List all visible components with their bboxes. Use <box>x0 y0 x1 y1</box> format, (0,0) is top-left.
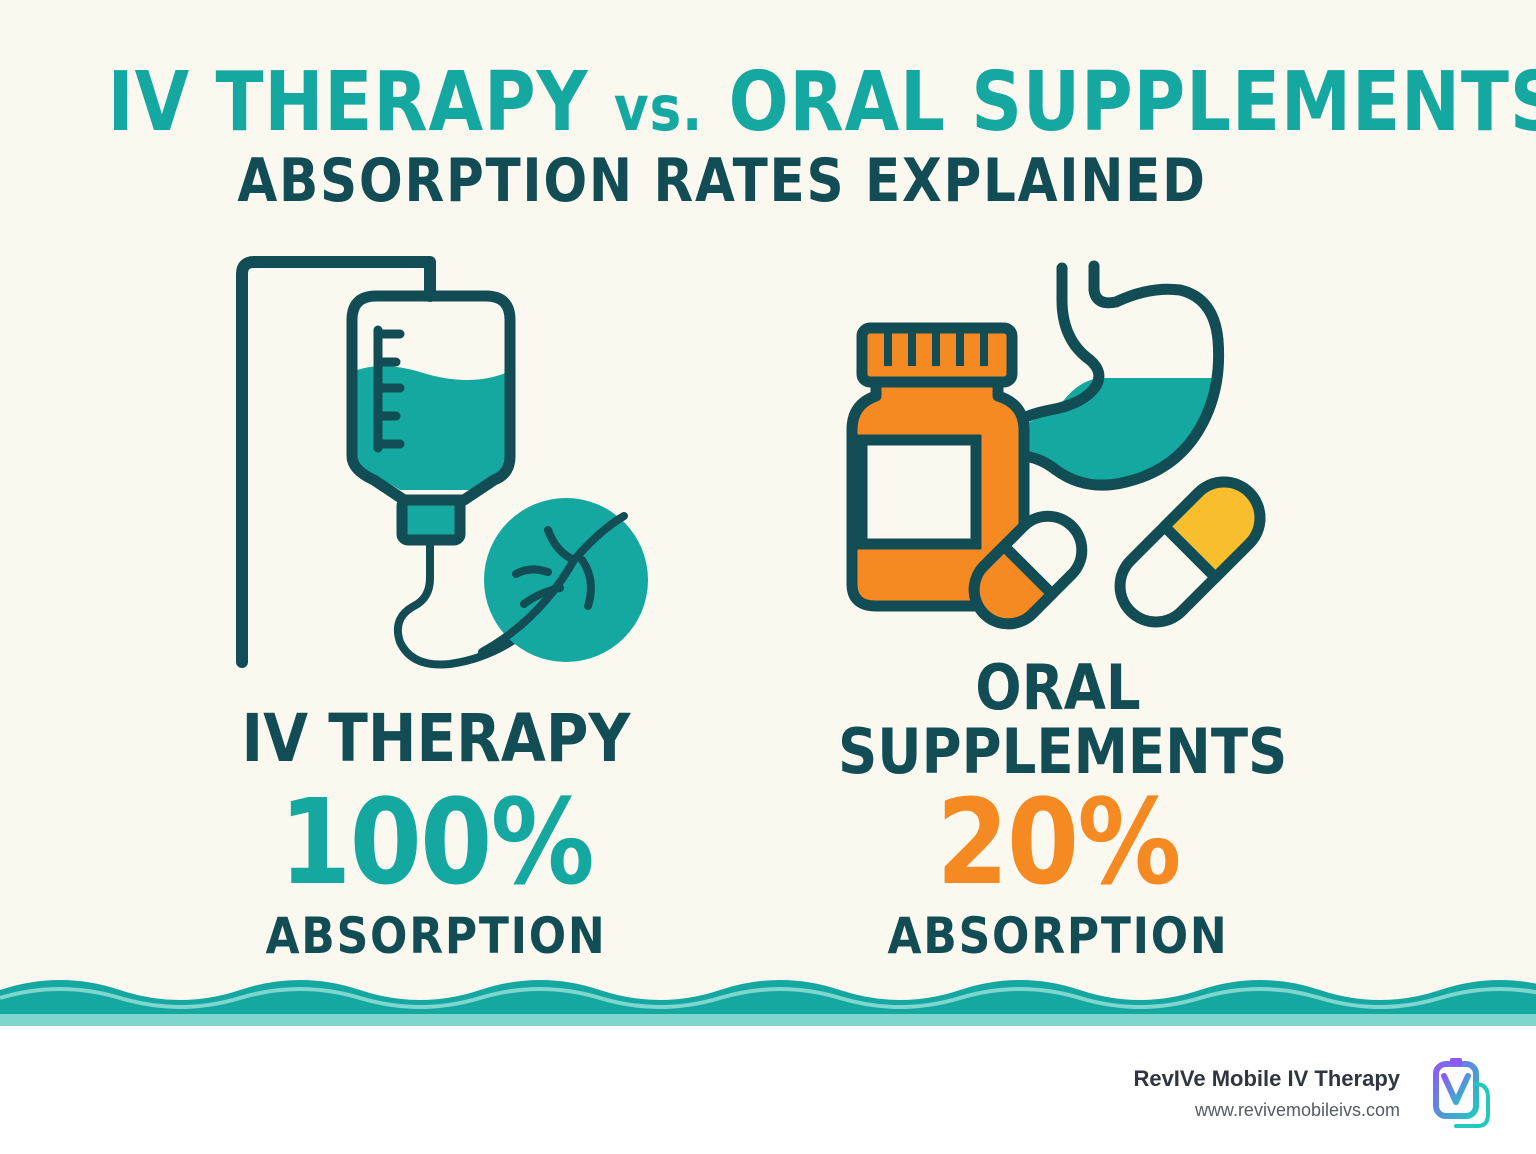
iv-therapy-percent: 100% <box>279 773 595 911</box>
oral-supplements-caption: ABSORPTION <box>887 907 1229 965</box>
stomach-icon <box>1014 260 1225 491</box>
capsule-icon <box>968 476 1266 630</box>
oral-supplements-label-line1: ORAL <box>975 651 1141 724</box>
iv-therapy-label: IV THERAPY <box>241 700 631 777</box>
oral-supplements-label-line2: SUPPLEMENTS <box>838 715 1288 788</box>
title-iv: IV THERAPY <box>107 55 589 150</box>
brand-url[interactable]: www.revivemobileivs.com <box>1194 1100 1400 1120</box>
wave-divider <box>0 980 1536 1026</box>
revive-logo-icon <box>1433 1058 1490 1128</box>
title-oral: ORAL SUPPLEMENTS: <box>728 55 1536 150</box>
iv-bag-icon <box>346 290 564 669</box>
pill-bottle-icon <box>846 322 1030 612</box>
title-vs: vs. <box>613 72 704 145</box>
page-title: IV THERAPY vs. ORAL SUPPLEMENTS: <box>107 55 1536 154</box>
vein-icon <box>478 498 648 662</box>
brand-name: RevIVe Mobile IV Therapy <box>1133 1066 1400 1091</box>
iv-pole-icon <box>236 256 436 668</box>
oral-supplements-percent: 20% <box>936 773 1181 911</box>
page-subtitle: ABSORPTION RATES EXPLAINED <box>237 146 1207 216</box>
footer <box>0 1026 1536 1154</box>
iv-therapy-caption: ABSORPTION <box>265 907 607 965</box>
